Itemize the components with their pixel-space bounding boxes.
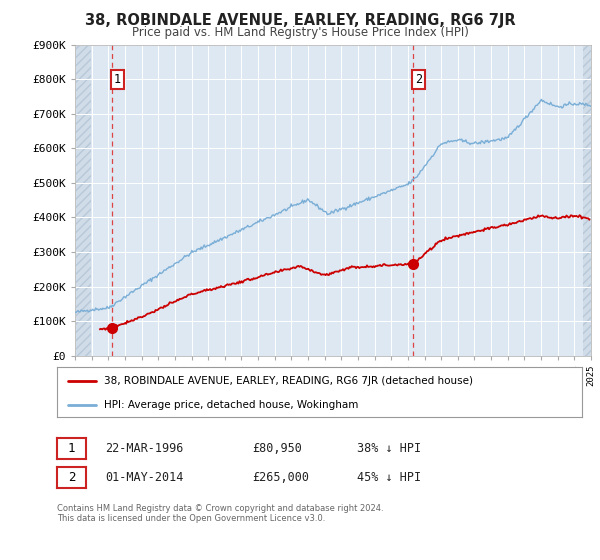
Text: 38, ROBINDALE AVENUE, EARLEY, READING, RG6 7JR (detached house): 38, ROBINDALE AVENUE, EARLEY, READING, R… [104,376,473,386]
Bar [75,45,91,356]
Text: £265,000: £265,000 [252,470,309,484]
Text: £80,950: £80,950 [252,441,302,455]
Text: 01-MAY-2014: 01-MAY-2014 [105,470,184,484]
Text: 38, ROBINDALE AVENUE, EARLEY, READING, RG6 7JR: 38, ROBINDALE AVENUE, EARLEY, READING, R… [85,13,515,28]
Text: 45% ↓ HPI: 45% ↓ HPI [357,470,421,484]
Bar [75,45,91,356]
Text: Contains HM Land Registry data © Crown copyright and database right 2024.
This d: Contains HM Land Registry data © Crown c… [57,504,383,524]
Text: 1: 1 [68,442,75,455]
Text: HPI: Average price, detached house, Wokingham: HPI: Average price, detached house, Woki… [104,400,359,409]
Text: Price paid vs. HM Land Registry's House Price Index (HPI): Price paid vs. HM Land Registry's House … [131,26,469,39]
Text: 2: 2 [415,73,422,86]
Bar [583,45,599,356]
Text: 2: 2 [68,471,75,484]
Text: 22-MAR-1996: 22-MAR-1996 [105,441,184,455]
Text: 1: 1 [113,73,121,86]
Bar [583,45,599,356]
Text: 38% ↓ HPI: 38% ↓ HPI [357,441,421,455]
